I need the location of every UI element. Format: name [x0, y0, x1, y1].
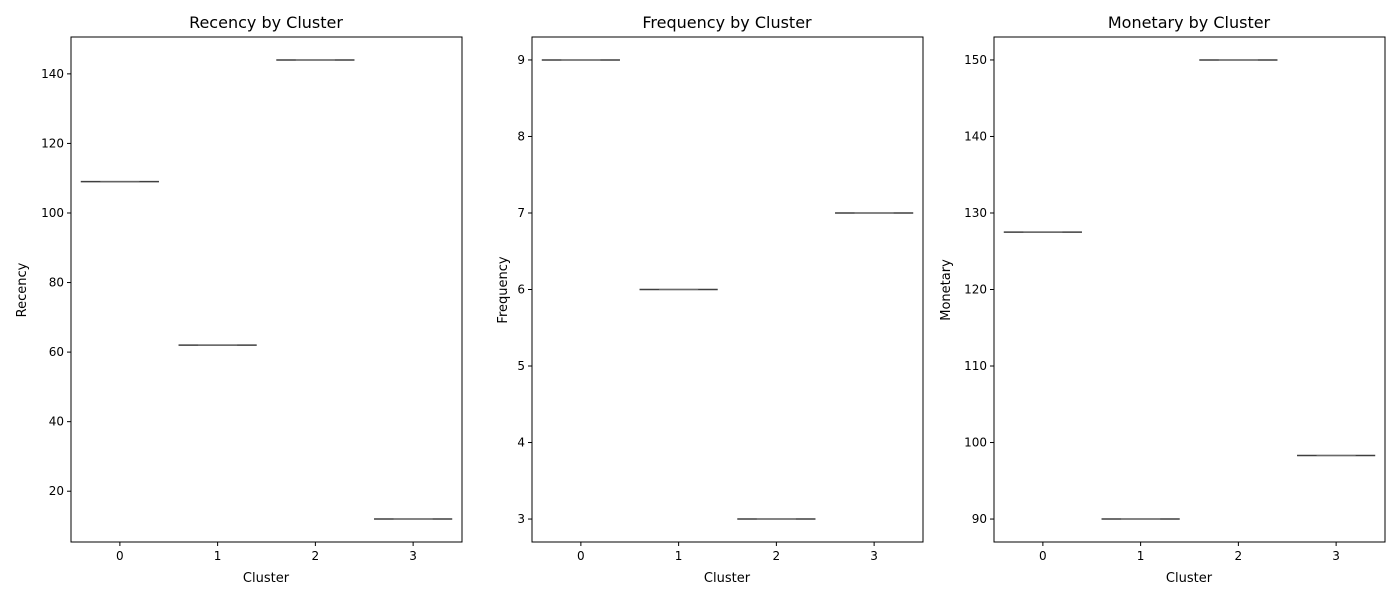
frequency-axes-frame	[531, 36, 924, 543]
recency-ytick-label: 40	[49, 415, 64, 429]
monetary-ytick-label: 120	[964, 283, 987, 297]
monetary-xtick-label: 0	[1039, 549, 1047, 563]
recency-xtick-label: 2	[312, 549, 320, 563]
recency-ytick-label: 120	[41, 136, 64, 150]
monetary-xtick-label: 3	[1332, 549, 1340, 563]
monetary-marks: 90 100 110 120 130 140 150 0 1 2 3	[964, 53, 1376, 563]
recency-panel: Recency by Cluster 20 40 60 80 100 120 140 0 1 2 3…	[15, 13, 463, 586]
recency-ytick-label: 60	[49, 345, 64, 359]
recency-y-axis-label: Recency	[15, 262, 30, 317]
frequency-xtick-label: 3	[870, 549, 878, 563]
recency-x-axis-label: Cluster	[243, 571, 290, 586]
recency-xtick-label: 1	[214, 549, 222, 563]
frequency-title: Frequency by Cluster	[642, 13, 812, 32]
frequency-y-axis-label: Frequency	[496, 256, 511, 323]
monetary-ytick-label: 110	[964, 359, 987, 373]
monetary-title: Monetary by Cluster	[1108, 13, 1271, 32]
monetary-y-axis-label: Monetary	[939, 259, 954, 321]
frequency-ytick-label: 9	[517, 53, 525, 67]
frequency-ytick-label: 8	[517, 129, 525, 143]
frequency-xtick-label: 1	[675, 549, 683, 563]
frequency-panel: Frequency by Cluster 3 4 5 6 7 8 9 0 1 2 3 Cluster…	[496, 13, 924, 586]
monetary-ytick-label: 140	[964, 129, 987, 143]
frequency-ytick-label: 7	[517, 206, 525, 220]
frequency-ytick-label: 6	[517, 283, 525, 297]
frequency-xtick-label: 0	[577, 549, 585, 563]
monetary-axes-frame	[993, 36, 1386, 543]
recency-xtick-label: 0	[116, 549, 124, 563]
recency-ytick-label: 100	[41, 206, 64, 220]
recency-ytick-label: 20	[49, 484, 64, 498]
monetary-ytick-label: 100	[964, 436, 987, 450]
frequency-x-axis-label: Cluster	[704, 571, 751, 586]
recency-ytick-label: 140	[41, 67, 64, 81]
monetary-ytick-label: 90	[972, 512, 987, 526]
monetary-ytick-label: 130	[964, 206, 987, 220]
monetary-xtick-label: 2	[1235, 549, 1243, 563]
monetary-xtick-label: 1	[1137, 549, 1145, 563]
monetary-ytick-label: 150	[964, 53, 987, 67]
monetary-panel: Monetary by Cluster 90100110120130140150…	[939, 13, 1386, 586]
frequency-xtick-label: 2	[773, 549, 781, 563]
frequency-ytick-label: 4	[517, 436, 525, 450]
monetary-x-axis-label: Cluster	[1166, 571, 1213, 586]
frequency-ytick-label: 5	[517, 359, 525, 373]
recency-marks: 20 40 60 80 100 120 140 0 1 2 3	[41, 59, 453, 563]
recency-ytick-label: 80	[49, 276, 64, 290]
frequency-marks: 3 4 5 6 7 8 9 0 1 2 3	[517, 53, 914, 563]
recency-title: Recency by Cluster	[189, 13, 343, 32]
frequency-ytick-label: 3	[517, 512, 525, 526]
recency-axes-frame	[70, 36, 463, 543]
recency-xtick-label: 3	[409, 549, 417, 563]
